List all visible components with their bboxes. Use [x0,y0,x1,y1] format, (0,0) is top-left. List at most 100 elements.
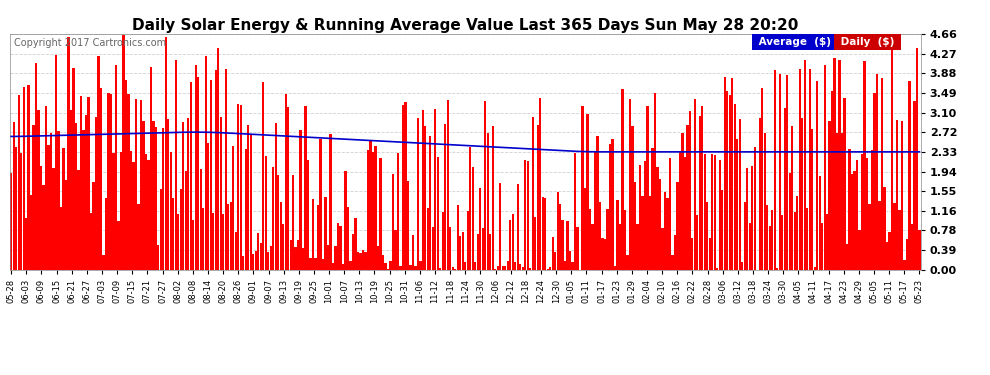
Bar [716,268,719,270]
Bar [896,120,898,270]
Bar [310,258,312,270]
Bar [212,213,215,270]
Bar [30,195,33,270]
Bar [658,178,661,270]
Bar [182,122,184,270]
Bar [349,261,351,270]
Bar [863,62,865,270]
Bar [681,133,683,270]
Bar [766,205,768,270]
Bar [637,224,639,270]
Bar [471,167,474,270]
Bar [367,150,369,270]
Bar [345,171,346,270]
Text: Copyright 2017 Cartronics.com: Copyright 2017 Cartronics.com [15,39,166,48]
Bar [906,239,908,270]
Bar [10,174,12,270]
Bar [642,195,644,270]
Bar [454,269,456,270]
Bar [861,154,863,270]
Bar [123,34,125,270]
Bar [327,246,330,270]
Bar [689,111,691,270]
Bar [492,126,494,270]
Bar [771,210,773,270]
Bar [243,256,245,270]
Bar [732,78,734,270]
Bar [225,69,227,270]
Bar [389,261,392,270]
Bar [507,261,509,270]
Bar [461,232,464,270]
Bar [826,214,829,270]
Bar [656,167,658,270]
Bar [297,240,299,270]
Bar [607,209,609,270]
Bar [559,204,561,270]
Bar [43,185,45,270]
Bar [54,55,57,270]
Bar [596,136,599,270]
Bar [269,246,272,270]
Bar [80,96,82,270]
Bar [162,128,164,270]
Bar [342,264,345,270]
Bar [901,121,903,270]
Bar [891,47,893,270]
Bar [466,211,469,270]
Bar [711,154,714,270]
Bar [911,224,913,270]
Bar [748,223,750,270]
Bar [217,48,220,270]
Bar [202,208,204,270]
Bar [287,107,289,270]
Bar [739,119,741,270]
Bar [796,196,798,270]
Bar [402,105,404,270]
Bar [669,159,671,270]
Bar [125,80,127,270]
Bar [294,248,297,270]
Bar [152,122,154,270]
Bar [612,139,614,270]
Bar [489,234,491,270]
Bar [482,228,484,270]
Bar [115,65,117,270]
Bar [841,133,843,270]
Bar [387,269,389,270]
Bar [167,119,169,270]
Bar [90,213,92,270]
Bar [821,223,824,270]
Bar [427,208,429,270]
Bar [392,174,394,270]
Bar [479,188,481,270]
Bar [187,118,189,270]
Bar [369,141,371,270]
Bar [317,205,319,270]
Bar [377,246,379,270]
Bar [85,115,87,270]
Bar [791,126,793,270]
Bar [671,255,673,270]
Bar [102,255,105,270]
Bar [761,88,763,270]
Bar [305,106,307,270]
Bar [871,150,873,270]
Bar [397,153,399,270]
Bar [13,122,15,270]
Bar [432,227,434,270]
Bar [551,237,553,270]
Bar [584,188,586,270]
Bar [322,259,324,270]
Bar [742,262,743,270]
Bar [916,48,918,270]
Bar [574,153,576,270]
Bar [451,267,454,270]
Bar [601,238,604,270]
Bar [449,226,451,270]
Bar [374,146,376,270]
Bar [362,250,364,270]
Bar [118,221,120,270]
Bar [519,264,522,270]
Bar [853,171,855,270]
